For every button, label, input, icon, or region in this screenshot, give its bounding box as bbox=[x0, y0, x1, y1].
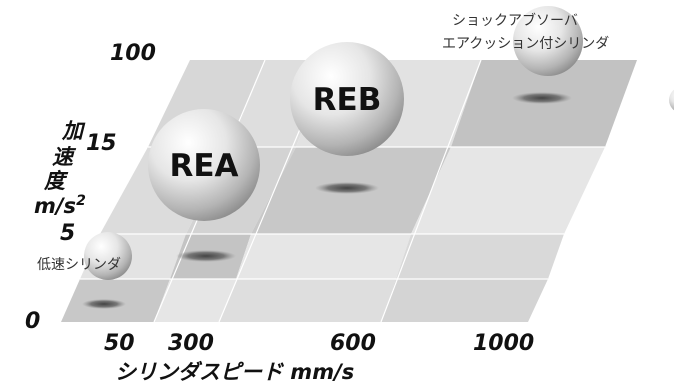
shadow-reb bbox=[315, 182, 379, 194]
y-tick-0: 0 bbox=[25, 309, 40, 334]
y-tick-100: 100 bbox=[110, 41, 156, 66]
cell-r2-c3 bbox=[411, 147, 605, 234]
shadow-rea bbox=[176, 250, 236, 262]
region-label-rea: REA bbox=[169, 148, 238, 184]
label-low-speed-cylinder: 低速シリンダ bbox=[37, 257, 121, 273]
cell-r1-c2 bbox=[236, 234, 411, 279]
x-axis-label: シリンダスピード mm/s bbox=[115, 360, 354, 381]
y-axis-unit: m/s2 bbox=[34, 193, 86, 218]
x-tick-50: 50 bbox=[104, 331, 135, 356]
label-air-cushion-cylinder: エアクッション付シリンダ bbox=[442, 36, 609, 52]
shadow-shock bbox=[512, 92, 572, 104]
y-tick-5: 5 bbox=[60, 221, 75, 246]
x-tick-1000: 1000 bbox=[473, 331, 534, 356]
y-axis-label-char-2: 速 bbox=[52, 145, 77, 169]
label-shock-absorber: ショックアブソーバ bbox=[452, 12, 578, 29]
sphere-reb bbox=[290, 42, 404, 156]
sphere-low-speed bbox=[84, 232, 132, 280]
y-axis-unit-base: m/s bbox=[34, 194, 76, 218]
y-axis-unit-exponent: 2 bbox=[76, 193, 86, 209]
sphere-rea bbox=[148, 109, 260, 221]
y-axis-label-char-3: 度 bbox=[43, 169, 69, 193]
region-label-reb: REB bbox=[313, 82, 382, 118]
sphere-shock bbox=[513, 6, 583, 76]
y-axis-label-char-1: 加 bbox=[61, 119, 86, 143]
cell-r0-c3 bbox=[381, 279, 548, 322]
shadow-low-speed bbox=[82, 299, 126, 309]
x-tick-300: 300 bbox=[168, 331, 214, 356]
x-tick-600: 600 bbox=[330, 331, 376, 356]
sphere-partial-right bbox=[669, 89, 674, 111]
cell-r0-c1 bbox=[154, 279, 236, 322]
cell-r0-c2 bbox=[219, 279, 396, 322]
y-tick-15: 15 bbox=[86, 131, 117, 156]
cell-r1-c3 bbox=[396, 234, 564, 279]
